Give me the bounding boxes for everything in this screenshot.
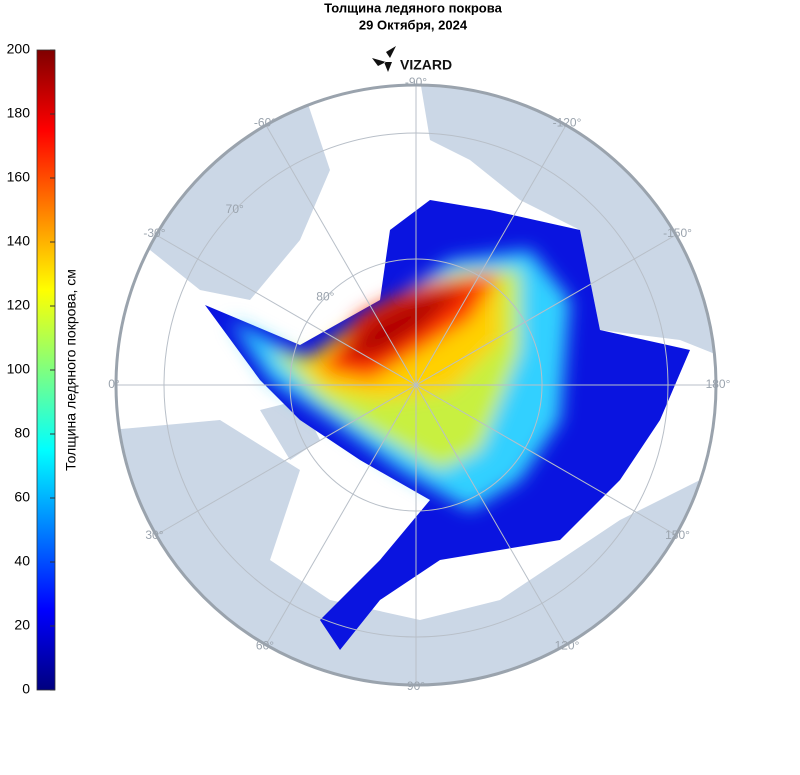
meridian xyxy=(415,384,567,646)
longitude-label: -150° xyxy=(663,226,692,240)
longitude-label: 60° xyxy=(256,639,274,653)
colorbar-tick-label: 160 xyxy=(7,169,31,185)
colorbar-tick-label: 20 xyxy=(14,617,30,633)
colorbar-tick-label: 40 xyxy=(14,553,30,569)
longitude-label: -120° xyxy=(553,116,582,130)
map-border xyxy=(114,83,718,687)
longitude-label: -90° xyxy=(405,75,427,89)
colorbar-tick-label: 200 xyxy=(7,41,31,57)
longitude-label: 0° xyxy=(108,377,120,391)
colorbar-tick-label: 60 xyxy=(14,489,30,505)
meridian xyxy=(415,234,677,386)
parallel xyxy=(289,258,543,512)
colorbar-label: Толщина ледяного покрова, см xyxy=(63,269,79,471)
longitude-label: -30° xyxy=(143,226,165,240)
colorbar-tick-label: 80 xyxy=(14,425,30,441)
meridian xyxy=(155,234,417,386)
logo: VIZARD xyxy=(372,46,452,73)
longitude-label: 120° xyxy=(555,639,580,653)
colorbar-tick-label: 180 xyxy=(7,105,31,121)
longitude-label: 150° xyxy=(665,528,690,542)
meridian xyxy=(265,384,417,646)
colorbar-tick-label: 140 xyxy=(7,233,31,249)
subtitle: 29 Октября, 2024 xyxy=(359,17,468,32)
longitude-label: 90° xyxy=(407,679,425,693)
colorbar-tick-label: 120 xyxy=(7,297,31,313)
longitude-label: 30° xyxy=(145,528,163,542)
colorbar-tick-label: 0 xyxy=(22,681,30,697)
title: Толщина ледяного покрова xyxy=(324,0,502,15)
logo-text: VIZARD xyxy=(400,57,452,73)
ice-field xyxy=(205,200,690,650)
meridian xyxy=(415,124,567,386)
meridian xyxy=(415,384,677,536)
latitude-label: 80° xyxy=(316,290,334,304)
meridian xyxy=(155,384,417,536)
map xyxy=(116,85,716,685)
colorbar-tick-label: 100 xyxy=(7,361,31,377)
parallel xyxy=(163,132,669,638)
latitude-label: 70° xyxy=(226,202,244,216)
longitude-label: 180° xyxy=(706,377,731,391)
meridian xyxy=(265,124,417,386)
longitude-label: -60° xyxy=(254,116,276,130)
